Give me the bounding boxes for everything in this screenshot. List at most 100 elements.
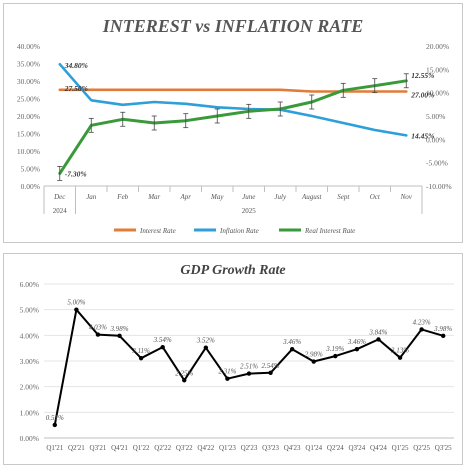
data-label: 27.50%	[64, 84, 88, 93]
y-tick-label: 4.00%	[20, 331, 39, 340]
y-left-tick-label: 30.00%	[17, 77, 40, 86]
x-tick-label: Jan	[86, 193, 97, 201]
x-tick-label: Q1'24	[305, 444, 322, 452]
y-tick-label: 0.00%	[20, 434, 39, 443]
gdp-point	[289, 346, 295, 352]
y-tick-label: 6.00%	[20, 280, 39, 289]
x-tick-label: Q4'22	[197, 444, 214, 452]
y-right-tick-label: -5.00%	[426, 159, 448, 168]
gdp-point	[419, 327, 424, 332]
data-label: 3.46%	[282, 338, 301, 346]
x-tick-label: Q2'23	[241, 444, 258, 452]
y-right-tick-label: 0.00%	[426, 135, 445, 144]
gdp-point	[52, 422, 57, 428]
data-label: 3.54%	[153, 336, 172, 344]
x-tick-label: Q1'23	[219, 444, 236, 452]
x-tick-label: Nov	[400, 193, 413, 201]
data-label: 2.25%	[175, 369, 193, 377]
x-tick-label: June	[242, 193, 255, 201]
data-label: 3.98%	[109, 325, 128, 333]
gdp-point	[246, 371, 252, 376]
y-left-tick-label: 10.00%	[17, 147, 40, 156]
x-tick-label: August	[301, 193, 323, 201]
x-tick-label: Q3'23	[262, 444, 279, 452]
y-right-tick-label: 15.00%	[426, 65, 449, 74]
y-left-tick-label: 25.00%	[17, 95, 40, 104]
gdp-point	[225, 376, 230, 381]
data-label: 3.52%	[196, 337, 215, 345]
data-label: 4.23%	[413, 318, 431, 326]
y-right-tick-label: 20.00%	[426, 42, 449, 51]
y-tick-label: 3.00%	[20, 357, 39, 366]
gdp-growth-chart-panel: GDP Growth Rate 0.00% 1.00% 2.00% 3.00% 4.00…	[3, 253, 463, 465]
x-tick-label: Q3'25	[435, 444, 452, 452]
x-tick-label: May	[210, 193, 224, 201]
x-tick-label: Q2'25	[413, 444, 430, 452]
x-tick-label: Q1'21	[46, 444, 63, 452]
y-left-tick-label: 35.00%	[17, 60, 40, 69]
gdp-point	[203, 345, 209, 350]
y-right-tick-label: 5.00%	[426, 112, 445, 121]
x-tick-label: Feb	[116, 193, 128, 201]
chart-title: GDP Growth Rate	[180, 263, 285, 278]
data-label: -7.30%	[65, 169, 87, 178]
gdp-growth-chart: GDP Growth Rate 0.00% 1.00% 2.00% 3.00% 4.00…	[20, 263, 454, 452]
data-label: 3.19%	[325, 345, 344, 353]
gdp-point	[397, 355, 403, 360]
gdp-point	[74, 307, 79, 312]
data-label: 14.45%	[411, 131, 434, 140]
x-group-label: 2025	[242, 207, 257, 215]
gdp-point	[311, 359, 316, 364]
y-right-tick-label: -10.00%	[426, 182, 452, 191]
x-tick-label: Q4'23	[284, 444, 301, 452]
data-label: 2.51%	[240, 363, 258, 371]
gdp-point	[333, 353, 338, 359]
interest-rate-line	[58, 88, 408, 93]
interest-inflation-chart-panel: INTEREST vs INFLATION RATE 0.00% 5.00% 10.…	[3, 3, 463, 243]
x-tick-label: Q2'21	[68, 444, 85, 452]
x-tick-label: Mar	[147, 193, 160, 201]
y-left-tick-label: 40.00%	[17, 42, 40, 51]
gdp-point	[182, 378, 187, 383]
y-tick-label: 1.00%	[20, 408, 39, 417]
x-tick-label: July	[274, 193, 287, 201]
data-label: 5.00%	[67, 299, 85, 307]
y-right-tick-label: 10.00%	[426, 89, 449, 98]
y-left-tick-label: 15.00%	[17, 130, 40, 139]
x-tick-label: Dec	[53, 193, 66, 201]
y-left-tick-label: 0.00%	[21, 182, 40, 191]
data-label: 3.84%	[368, 328, 387, 336]
data-label: 34.80%	[64, 61, 88, 70]
y-left-tick-label: 20.00%	[17, 112, 40, 121]
data-label: 3.11%	[131, 347, 150, 355]
legend-label: Interest Rate	[139, 227, 176, 235]
inflation-rate-line	[58, 62, 408, 137]
x-tick-label: Q2'24	[327, 444, 344, 452]
data-label: 12.55%	[411, 71, 434, 80]
gdp-point	[376, 337, 381, 342]
data-label: 3.13%	[390, 347, 409, 355]
gdp-point	[354, 346, 360, 352]
data-label: 0.51%	[46, 414, 64, 422]
gdp-point	[138, 355, 144, 361]
x-tick-label: Q3'24	[348, 444, 365, 452]
x-tick-label: Q1'22	[133, 444, 150, 452]
x-tick-label: Q3'21	[90, 444, 107, 452]
gdp-point	[117, 333, 122, 339]
data-label: 3.46%	[347, 338, 366, 346]
x-tick-label: Q4'24	[370, 444, 387, 452]
gdp-point	[95, 332, 101, 337]
y-tick-label: 2.00%	[20, 383, 39, 392]
gdp-point	[441, 333, 446, 339]
data-label: 3.98%	[433, 325, 452, 333]
real-interest-rate-line	[58, 79, 408, 175]
x-tick-label: Q3'22	[176, 444, 193, 452]
x-tick-label: Q4'21	[111, 444, 128, 452]
gdp-point	[160, 344, 165, 350]
x-tick-label: Q1'25	[392, 444, 409, 452]
data-label: 2.54%	[262, 362, 280, 370]
x-tick-label: Sept	[337, 193, 350, 201]
legend-label: Real Interest Rate	[304, 227, 355, 235]
x-tick-label: Oct	[370, 193, 381, 201]
y-left-tick-label: 5.00%	[21, 165, 40, 174]
